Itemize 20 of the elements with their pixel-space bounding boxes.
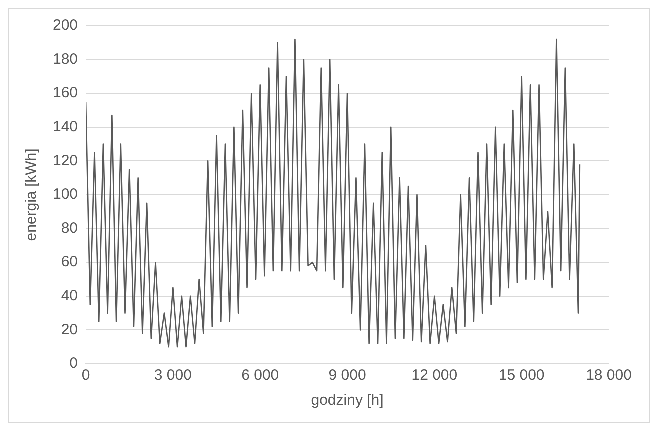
x-tick-label: 0	[82, 367, 90, 384]
y-tick-label: 20	[61, 321, 78, 338]
y-tick-label: 160	[52, 84, 78, 102]
y-tick-label: 200	[52, 17, 78, 34]
y-tick-label: 140	[52, 118, 78, 136]
x-tick-label: 12 000	[412, 367, 458, 384]
y-tick-label: 40	[61, 288, 78, 305]
x-axis-title: godziny [h]	[311, 392, 384, 410]
y-tick-label: 0	[70, 355, 78, 372]
x-tick-label: 9 000	[328, 367, 366, 384]
x-tick-label: 6 000	[242, 367, 280, 384]
y-tick-label: 100	[52, 186, 78, 204]
y-tick-label: 80	[61, 220, 78, 237]
y-axis-title: energia [kWh]	[23, 148, 40, 242]
x-tick-label: 18 000	[586, 367, 632, 384]
y-tick-label: 180	[52, 50, 78, 68]
x-tick-label: 15 000	[498, 367, 545, 384]
x-tick-label: 3 000	[154, 367, 192, 384]
y-tick-label: 120	[52, 152, 78, 170]
y-tick-label: 60	[61, 254, 78, 271]
